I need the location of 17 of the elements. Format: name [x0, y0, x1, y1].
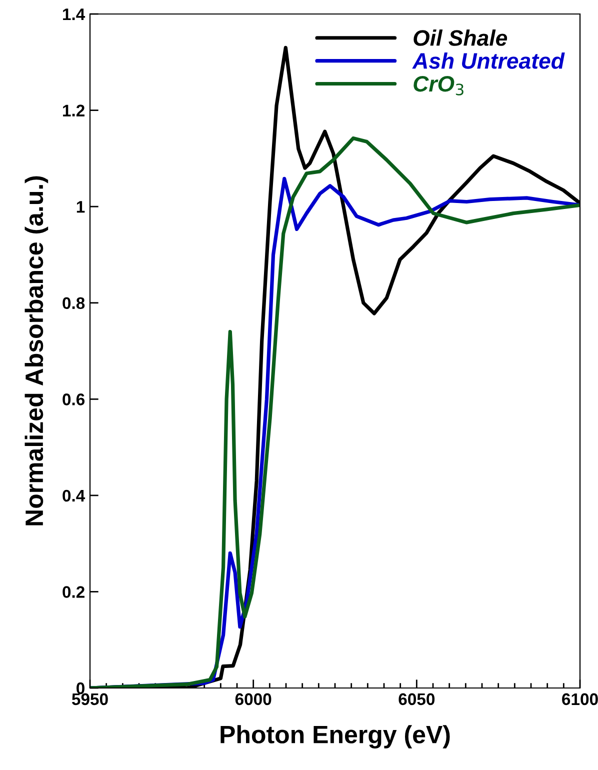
legend-label: CrO$_{3}$	[414, 76, 464, 96]
y-tick-label: 1	[76, 201, 85, 213]
x-tick-label: 6100	[562, 693, 598, 706]
y-axis-title: Normalized Absorbance (a.u.)	[24, 176, 48, 526]
x-axis-title: Photon Energy (eV)	[220, 725, 450, 748]
legend-label: Ash Untreated	[412, 52, 565, 69]
y-tick-label: 0.8	[62, 297, 85, 310]
x-tick-label: 6000	[235, 693, 272, 706]
y-tick-label: 0.6	[62, 394, 85, 406]
x-tick-label: 5950	[72, 693, 108, 706]
y-tick-label: 0.2	[62, 586, 84, 598]
legend-label: Oil Shale	[414, 30, 508, 46]
x-tick-label: 6050	[398, 693, 435, 706]
y-tick-label: 1.2	[63, 104, 84, 116]
y-tick-label: 0	[76, 682, 84, 694]
y-tick-label: 0.4	[62, 490, 86, 502]
y-tick-label: 1.4	[63, 8, 86, 20]
